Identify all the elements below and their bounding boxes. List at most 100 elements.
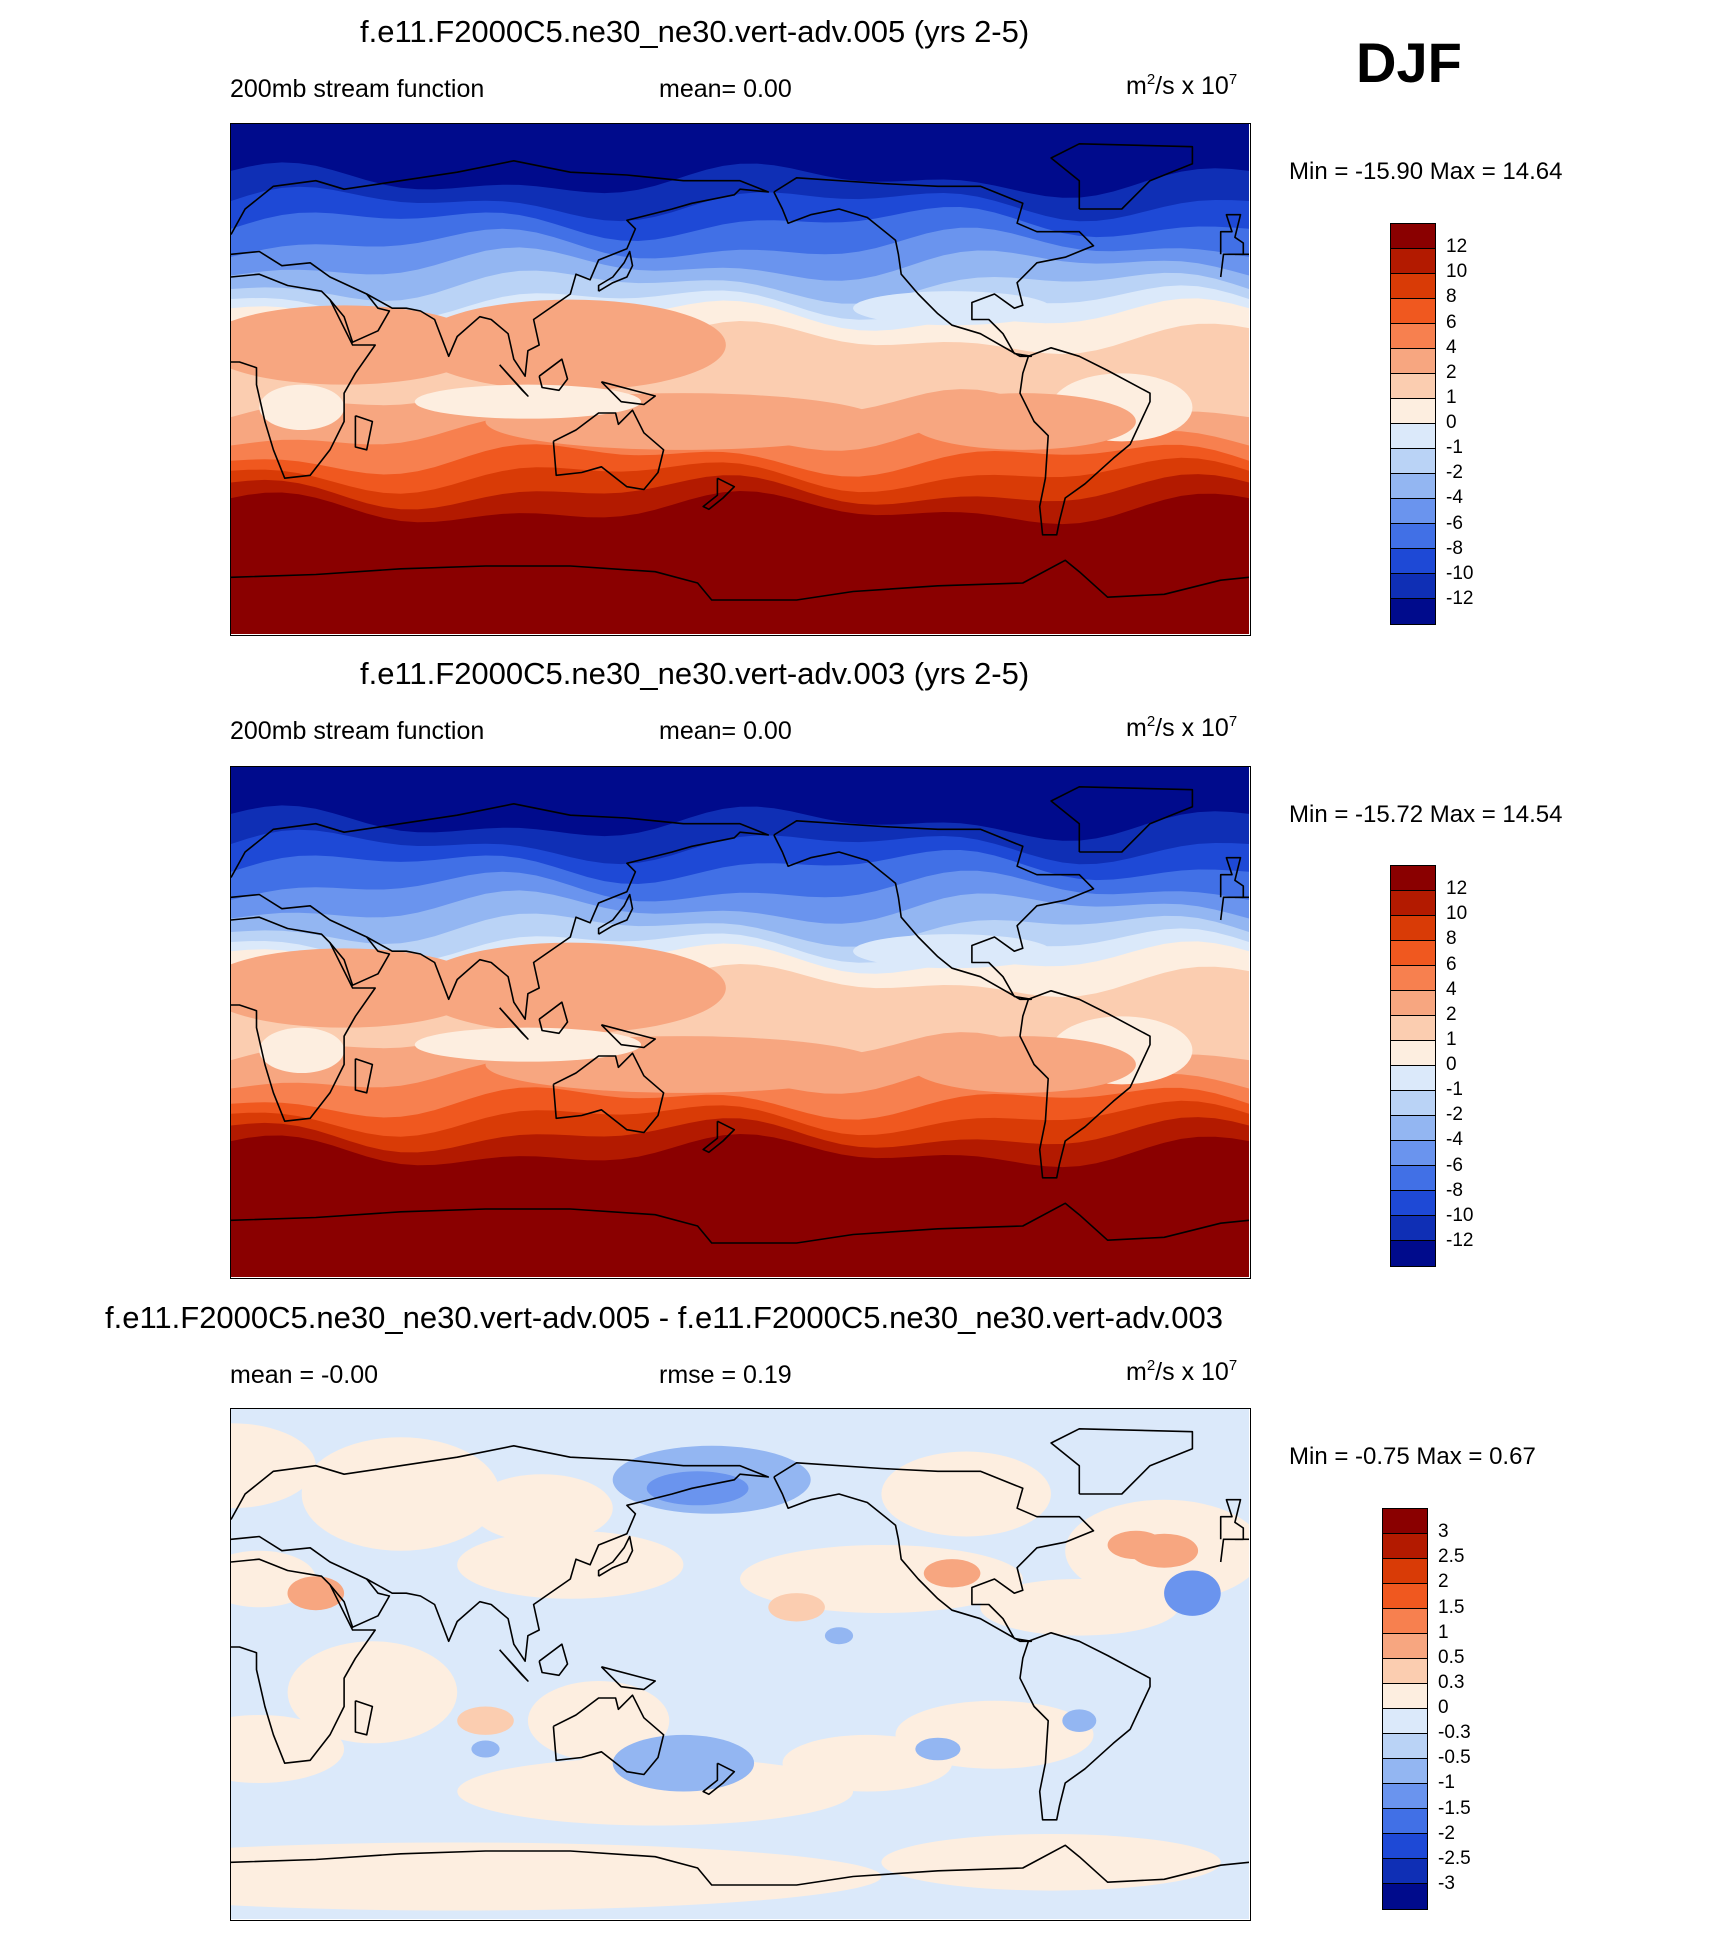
coastline [354, 1058, 374, 1094]
contour-blob [259, 1027, 345, 1073]
colorbar-tick-label: -2 [1438, 1822, 1455, 1844]
coastline [1019, 347, 1151, 536]
colorbar-swatch [1391, 1116, 1435, 1141]
coastline [702, 1120, 736, 1154]
coastline [552, 409, 665, 491]
colorbar-tick-label: -2 [1446, 462, 1463, 484]
diff-blob [646, 1471, 749, 1506]
diff-blob [231, 1423, 316, 1509]
colorbar-tick-label: -0.5 [1438, 1747, 1471, 1769]
colorbar-tick-label: -1.5 [1438, 1797, 1471, 1819]
coastline [1219, 1498, 1245, 1563]
colorbar-swatch [1391, 866, 1435, 891]
colorbar-swatch [1383, 1734, 1427, 1759]
colorbar-swatch [1391, 991, 1435, 1016]
colorbar-tick-label: -10 [1446, 1204, 1474, 1226]
coastline [354, 1700, 374, 1736]
coastline [231, 916, 376, 1122]
diff-blob [457, 1757, 854, 1826]
colorbar-swatch [1383, 1534, 1427, 1559]
colorbar-tick-label: 1.5 [1438, 1596, 1465, 1618]
contour-blob [909, 1036, 1136, 1093]
colorbar-tick-label: 6 [1446, 311, 1457, 333]
colorbar-tick-label: 10 [1446, 903, 1468, 925]
colorbar-tick-label: -3 [1438, 1872, 1455, 1894]
colorbar-tick-label: -0.3 [1438, 1722, 1471, 1744]
contour-blob [414, 299, 726, 391]
coastline [231, 1202, 1249, 1244]
coastline [538, 1643, 569, 1677]
panel-1-title: f.e11.F2000C5.ne30_ne30.vert-adv.005 (yr… [360, 14, 1030, 49]
coastline [231, 1445, 770, 1662]
colorbar-swatch [1383, 1609, 1427, 1634]
colorbar-tick-label: -2.5 [1438, 1847, 1471, 1869]
colorbar-swatch [1383, 1784, 1427, 1809]
coastline [499, 364, 529, 397]
coastline [597, 893, 634, 935]
colorbar-tick-label: -8 [1446, 1179, 1463, 1201]
colorbar-tick-label: -6 [1446, 512, 1463, 534]
coastline [773, 820, 1095, 1001]
colorbar-tick-label: -1 [1438, 1772, 1455, 1794]
colorbar-swatch [1391, 474, 1435, 499]
coastline [702, 477, 736, 511]
colorbar-swatch [1391, 1041, 1435, 1066]
coastline [773, 177, 1095, 358]
colorbar-swatch [1391, 224, 1435, 249]
panel-2-center-label: mean= 0.00 [659, 717, 792, 745]
colorbar-tick-label: 1 [1438, 1621, 1449, 1643]
colorbar-tick-label: 10 [1446, 261, 1468, 283]
colorbar-swatch [1391, 891, 1435, 916]
coastline [231, 273, 376, 479]
diff-blob [527, 1681, 670, 1761]
contour-blob [853, 934, 1052, 969]
colorbar-tick-label: 0.3 [1438, 1671, 1465, 1693]
coastline [499, 1007, 529, 1040]
coastline [1050, 786, 1194, 853]
panel-3-title: f.e11.F2000C5.ne30_ne30.vert-adv.005 - f… [105, 1300, 1223, 1335]
panel-3-map [230, 1408, 1251, 1921]
diff-blob [824, 1627, 854, 1645]
diff-blob [301, 1437, 500, 1551]
contour-blob [414, 942, 726, 1034]
colorbar-swatch [1391, 349, 1435, 374]
diff-blob [1164, 1570, 1221, 1616]
colorbar-tick-label: 0.5 [1438, 1646, 1465, 1668]
colorbar-tick-label: 0 [1446, 1054, 1457, 1075]
colorbar-swatch [1391, 574, 1435, 599]
contour-band [231, 1134, 1249, 1277]
colorbar-swatch [1391, 1016, 1435, 1041]
coastline [552, 1052, 665, 1134]
coastline [1019, 1632, 1151, 1821]
colorbar-swatch [1391, 424, 1435, 449]
diff-blob [287, 1641, 458, 1744]
panel-1-map [230, 123, 1251, 636]
colorbar-swatch [1391, 1091, 1435, 1116]
season-label: DJF [1356, 31, 1462, 94]
colorbar-swatch [1383, 1559, 1427, 1584]
panel-1-left-label: 200mb stream function [230, 75, 485, 103]
colorbar-tick-label: 1 [1446, 1028, 1457, 1050]
colorbar-tick-label: 0 [1438, 1697, 1449, 1718]
colorbar-swatch [1391, 1166, 1435, 1191]
panel-3-contour-field [231, 1409, 1249, 1919]
colorbar-swatch [1391, 374, 1435, 399]
colorbar-swatch [1391, 966, 1435, 991]
coastline [600, 1024, 656, 1049]
diff-blob [471, 1740, 500, 1758]
colorbar-tick-label: -12 [1446, 1229, 1474, 1251]
colorbar-swatch [1391, 1191, 1435, 1216]
coastline [329, 936, 391, 986]
diff-blob [457, 1530, 684, 1599]
colorbar-tick-label: 4 [1446, 336, 1457, 358]
panel-3-minmax: Min = -0.75 Max = 0.67 [1289, 1443, 1536, 1470]
colorbar-tick-label: -1 [1446, 1079, 1463, 1101]
colorbar-tick-label: -4 [1446, 487, 1463, 509]
colorbar-tick-label: -12 [1446, 587, 1474, 609]
colorbar-tick-label: 2 [1446, 1003, 1457, 1025]
diff-blob [895, 1700, 1094, 1769]
contour-blob [259, 384, 345, 431]
colorbar-tick-label: 2 [1446, 361, 1457, 383]
colorbar-tick-label: 2 [1438, 1571, 1449, 1593]
colorbar-swatch [1383, 1584, 1427, 1609]
